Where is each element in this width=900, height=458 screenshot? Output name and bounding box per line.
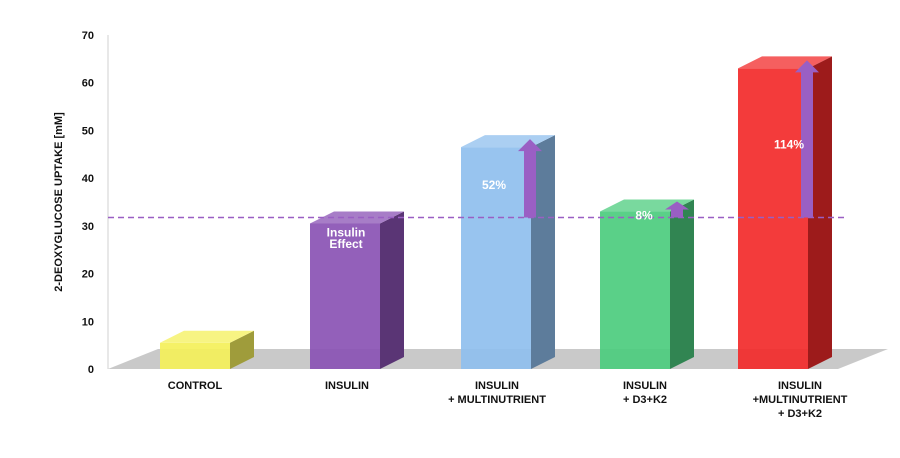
bar-top	[310, 211, 404, 224]
y-tick-label: 30	[82, 221, 94, 233]
increase-arrow	[795, 60, 819, 218]
bar-side	[670, 199, 694, 369]
bar-front	[600, 211, 670, 369]
increase-arrow	[518, 139, 542, 218]
bar-top	[160, 330, 254, 343]
y-tick-label: 50	[82, 125, 94, 137]
category-label: INSULIN	[475, 380, 519, 392]
bar-annotation: Effect	[329, 237, 362, 251]
bar-front	[461, 147, 531, 369]
bar-side	[531, 135, 555, 369]
bar-side	[380, 211, 404, 369]
bar-side	[230, 330, 254, 369]
y-axis-label: 2-DEOXYGLUCOSE UPTAKE [mM]	[53, 112, 65, 292]
y-tick-label: 10	[82, 316, 94, 328]
bar-side	[808, 56, 832, 370]
increase-arrow	[665, 201, 689, 218]
category-label: INSULIN	[778, 380, 822, 392]
bar-annotation: Insulin	[327, 226, 366, 240]
bar-front	[310, 223, 380, 369]
bar-3	[600, 199, 694, 369]
category-label: + D3+K2	[778, 408, 822, 420]
bar-front	[738, 68, 808, 370]
y-tick-label: 70	[82, 30, 94, 42]
y-tick-label: 20	[82, 269, 94, 281]
bar-0	[160, 330, 254, 369]
category-label: INSULIN	[623, 380, 667, 392]
category-label: INSULIN	[325, 380, 369, 392]
bar-annotation: 52%	[482, 178, 506, 192]
bar-annotation: 8%	[635, 208, 653, 222]
category-label: CONTROL	[168, 380, 223, 392]
bar-4	[738, 56, 832, 370]
y-tick-label: 40	[82, 173, 94, 185]
category-label: + MULTINUTRIENT	[448, 394, 546, 406]
y-tick-label: 0	[88, 364, 94, 376]
bar-front	[160, 342, 230, 369]
bar-1	[310, 211, 404, 369]
category-label: + D3+K2	[623, 394, 667, 406]
category-label: +MULTINUTRIENT	[753, 394, 848, 406]
y-tick-label: 60	[82, 78, 94, 90]
bar-2	[461, 135, 555, 369]
bar-annotation: 114%	[774, 138, 804, 152]
